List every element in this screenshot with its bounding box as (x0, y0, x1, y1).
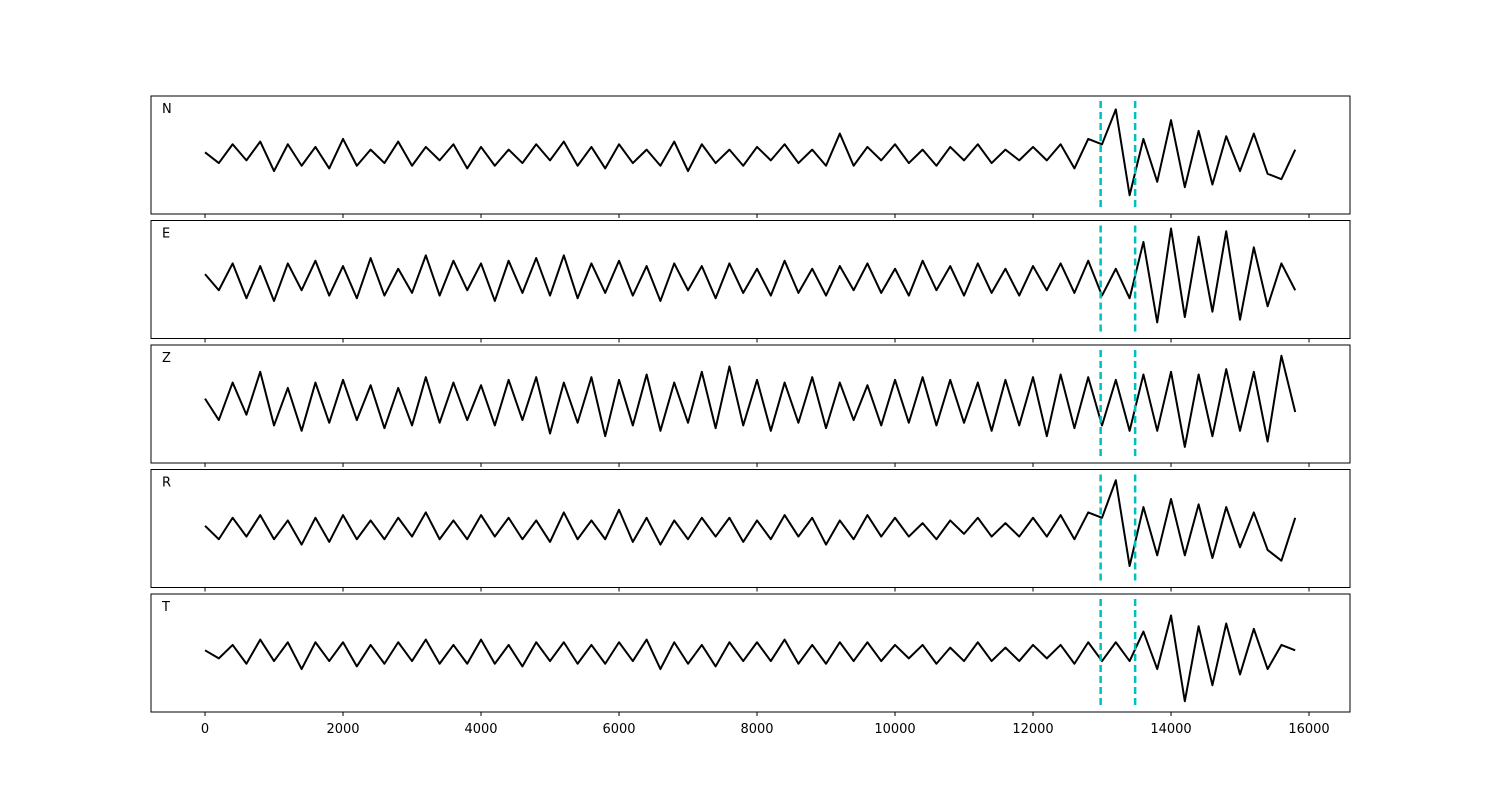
waveform (204, 227, 1297, 324)
x-tick-label: 4000 (464, 722, 497, 737)
x-tick-label: 16000 (1288, 722, 1329, 737)
panel-frame (150, 95, 1351, 215)
panel-label: E (162, 227, 170, 242)
waveform (204, 479, 1297, 568)
waveform (204, 108, 1297, 197)
x-tick-label: 0 (201, 722, 209, 737)
x-tick-label: 8000 (740, 722, 773, 737)
panel-label: N (162, 102, 172, 117)
waveform (204, 354, 1297, 448)
x-tick-label: 14000 (1150, 722, 1191, 737)
waveform (204, 614, 1296, 703)
panel-label: T (161, 600, 170, 615)
panel-frame (150, 220, 1351, 339)
x-tick-label: 2000 (326, 722, 359, 737)
panel-frame (150, 469, 1351, 588)
x-tick-label: 10000 (874, 722, 915, 737)
panel-label: R (162, 476, 171, 491)
x-tick-label: 12000 (1012, 722, 1053, 737)
panel-frame (150, 593, 1351, 713)
panel-frame (150, 344, 1351, 464)
x-tick-label: 6000 (602, 722, 635, 737)
panel-label: Z (162, 351, 171, 366)
